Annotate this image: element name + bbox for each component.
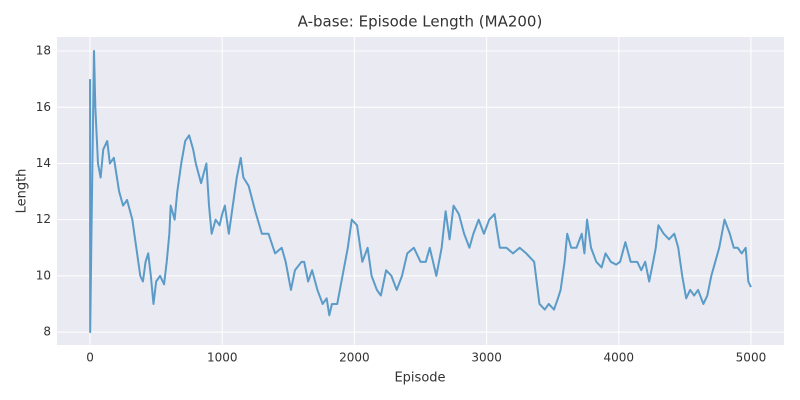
y-tick-label: 10 <box>36 268 51 282</box>
y-tick-label: 8 <box>43 325 51 339</box>
y-axis-label: Length <box>15 169 30 214</box>
y-tick-label: 18 <box>36 44 51 58</box>
y-tick-label: 12 <box>36 212 51 226</box>
x-tick-label: 4000 <box>603 351 634 365</box>
plot-area <box>57 37 784 345</box>
x-tick-label: 5000 <box>736 351 767 365</box>
x-tick-label: 0 <box>86 351 94 365</box>
x-tick-label: 2000 <box>339 351 370 365</box>
chart-title: A-base: Episode Length (MA200) <box>298 13 543 31</box>
x-axis-label: Episode <box>394 371 445 386</box>
x-tick-label: 1000 <box>207 351 238 365</box>
x-tick-label: 3000 <box>471 351 502 365</box>
data-line <box>89 50 752 334</box>
y-tick-label: 14 <box>36 156 51 170</box>
y-tick-label: 16 <box>36 100 51 114</box>
